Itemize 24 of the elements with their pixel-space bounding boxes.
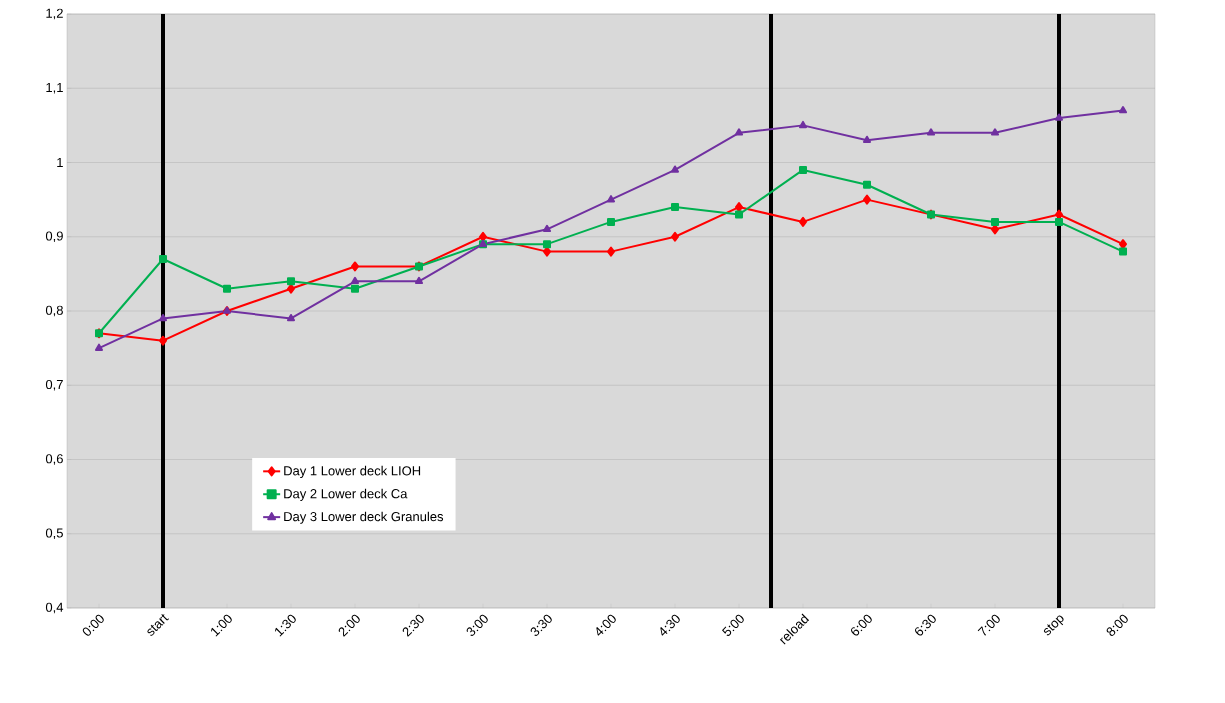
x-tick-label: start xyxy=(147,614,169,636)
y-tick-label: 0,6 xyxy=(45,454,63,465)
x-tick-label: stop xyxy=(1043,615,1064,636)
y-tick-label: 0,5 xyxy=(45,528,63,540)
x-tick-label: 7:00 xyxy=(977,614,1000,636)
y-tick-label: 1,1 xyxy=(46,82,63,94)
y-tick-label: 0,4 xyxy=(45,602,64,614)
y-tick-label: 1 xyxy=(57,158,63,167)
legend-label: Day 1 Lower deck LIOH xyxy=(284,465,421,478)
legend-label: Day 3 Lower deck Granules xyxy=(284,511,444,524)
x-tick-label: 5:00 xyxy=(721,614,744,636)
x-tick-label: 3:00 xyxy=(466,614,488,636)
y-tick-label: 0,8 xyxy=(45,305,63,317)
y-tick-label: 1,2 xyxy=(46,8,63,20)
y-tick-label: 0,9 xyxy=(45,231,63,243)
x-tick-label: 6:00 xyxy=(850,614,872,636)
x-tick-label: 4:30 xyxy=(660,614,680,636)
x-tick-label: 6:30 xyxy=(914,614,936,636)
legend-label: Day 2 Lower deck Ca xyxy=(284,488,408,501)
y-tick-label: 0,7 xyxy=(45,379,63,391)
x-tick-label: 8:00 xyxy=(1106,614,1128,636)
x-tick-label: 3:30 xyxy=(530,614,552,636)
x-tick-label: 0:00 xyxy=(82,614,104,636)
x-tick-label: 4:00 xyxy=(596,614,616,636)
